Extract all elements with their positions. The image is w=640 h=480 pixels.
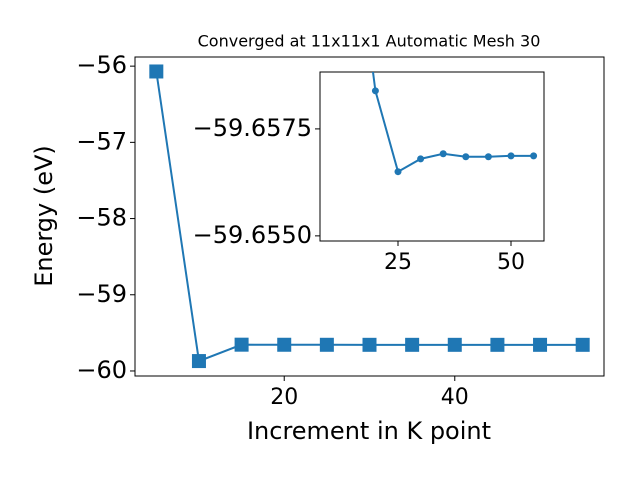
chart-title: Converged at 11x11x1 Automatic Mesh 30 xyxy=(198,32,541,51)
marker xyxy=(149,64,164,79)
y-tick-label: −59.6575 xyxy=(193,114,312,142)
x-tick-label: 20 xyxy=(270,385,298,410)
x-tick-label: 50 xyxy=(497,250,525,275)
plot-layer xyxy=(371,72,538,176)
y-tick-label: −58 xyxy=(76,204,127,232)
marker xyxy=(319,337,334,352)
marker xyxy=(439,150,447,158)
marker xyxy=(530,152,538,160)
marker xyxy=(484,153,492,161)
marker xyxy=(362,337,377,352)
x-axis-label: Increment in K point xyxy=(247,417,491,445)
y-tick-label: −57 xyxy=(76,127,127,155)
marker xyxy=(462,153,470,161)
x-tick-label: 40 xyxy=(441,385,469,410)
y-tick-label: −56 xyxy=(76,51,127,79)
marker xyxy=(417,155,425,163)
marker xyxy=(394,168,402,176)
marker xyxy=(490,337,505,352)
marker xyxy=(277,337,292,352)
marker xyxy=(191,354,206,369)
x-tick-label: 25 xyxy=(384,250,412,275)
y-axis-label: Energy (eV) xyxy=(30,145,58,287)
marker xyxy=(234,337,249,352)
y-tick-label: −59.6550 xyxy=(193,221,312,249)
marker xyxy=(447,337,462,352)
marker xyxy=(371,87,379,95)
marker xyxy=(405,337,420,352)
y-tick-label: −59 xyxy=(76,280,127,308)
marker xyxy=(533,337,548,352)
y-tick-label: −60 xyxy=(76,356,127,384)
marker xyxy=(575,337,590,352)
plot-layer xyxy=(149,64,590,369)
marker xyxy=(507,152,515,160)
